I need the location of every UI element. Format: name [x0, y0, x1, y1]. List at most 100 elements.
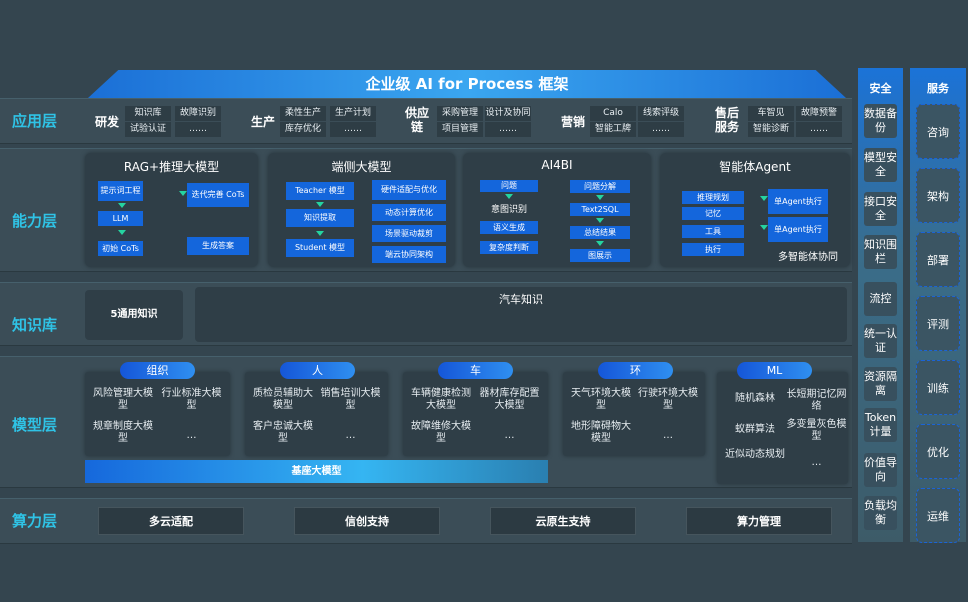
service-item[interactable]: 运维 — [916, 488, 960, 543]
capability-title: 端侧大模型 — [331, 160, 392, 174]
app-item[interactable]: …… — [175, 122, 221, 137]
app-item[interactable]: 项目管理 — [437, 122, 483, 137]
capability-box: 单Agent执行 — [768, 217, 828, 242]
app-group-label: 研发 — [94, 115, 119, 129]
capability-box: 硬件适配与优化 — [372, 180, 446, 200]
model-item: 质检员辅助大模型 — [253, 388, 313, 411]
model-panel — [85, 372, 230, 456]
app-item[interactable]: 试验认证 — [125, 122, 171, 137]
model-item: 行业标准大模型 — [161, 388, 222, 411]
capability-box: Teacher 模型 — [286, 182, 354, 200]
model-item: … — [504, 430, 515, 441]
security-item[interactable]: 知识围栏 — [864, 235, 897, 269]
capability-box: 执行 — [682, 243, 744, 256]
compute-item[interactable]: 算力管理 — [686, 507, 832, 535]
app-item[interactable]: 故障识别 — [175, 106, 221, 121]
service-item[interactable]: 部署 — [916, 232, 960, 287]
capability-panel: RAG+推理大模型 提示词工程 LLM 初始 CoTs 迭代完善 CoTs 生成答案 — [85, 153, 258, 267]
app-item[interactable]: 库存优化 — [280, 122, 326, 137]
capability-panel: 端侧大模型 Teacher 模型 知识提取 Student 模型 硬件适配与优化 动态计算… — [268, 153, 455, 267]
app-item[interactable]: …… — [796, 122, 842, 137]
app-item[interactable]: …… — [638, 122, 684, 137]
model-item: 地形障碍物大模型 — [571, 421, 631, 444]
capability-box: 端云协同架构 — [372, 246, 446, 263]
security-item[interactable]: 价值导向 — [864, 453, 897, 487]
security-item[interactable]: 负载均衡 — [864, 496, 897, 530]
service-item[interactable]: 架构 — [916, 168, 960, 223]
capability-box: 生成答案 — [187, 237, 249, 255]
service-item[interactable]: 训练 — [916, 360, 960, 415]
app-item[interactable]: …… — [330, 122, 376, 137]
security-item[interactable]: 统一认证 — [864, 324, 897, 358]
general-knowledge-box: 5通用知识 — [85, 290, 183, 340]
auto-knowledge-panel: 汽车知识 — [195, 287, 847, 342]
model-item: 器材库存配置大模型 — [479, 388, 540, 411]
base-model-bar: 基座大模型 — [85, 460, 548, 483]
compute-item[interactable]: 云原生支持 — [490, 507, 636, 535]
flow-arrow-icon — [179, 191, 187, 196]
layer-label-model: 模型层 — [12, 416, 58, 434]
capability-box: 总结结果 — [570, 226, 630, 239]
service-item[interactable]: 优化 — [916, 424, 960, 479]
security-item[interactable]: 资源隔离 — [864, 367, 897, 401]
flow-arrow-icon — [316, 202, 324, 207]
security-item[interactable]: 模型安全 — [864, 148, 897, 182]
app-item[interactable]: 采购管理 — [437, 106, 483, 121]
app-item[interactable]: 智能工牌 — [590, 122, 636, 137]
capability-box: 提示词工程 — [98, 181, 143, 201]
app-item[interactable]: …… — [485, 122, 531, 137]
model-item: 风险管理大模型 — [93, 388, 153, 411]
capability-note: 多智能体协同 — [778, 252, 838, 263]
app-item[interactable]: 故障预警 — [796, 106, 842, 121]
model-panel — [563, 372, 705, 456]
model-item: 车辆健康检测大模型 — [411, 388, 471, 411]
model-item: 近似动态规划 — [725, 449, 785, 460]
app-item[interactable]: 线索评级 — [638, 106, 684, 121]
app-item[interactable]: 知识库 — [125, 106, 171, 121]
model-panel — [245, 372, 388, 456]
capability-box: 复杂度判断 — [480, 241, 538, 254]
security-item[interactable]: 流控 — [864, 282, 897, 316]
compute-item[interactable]: 信创支持 — [294, 507, 440, 535]
flow-arrow-icon — [505, 194, 513, 199]
security-item[interactable]: 接口安全 — [864, 192, 897, 226]
framework-title: 企业级 AI for Process 框架 — [88, 70, 846, 98]
capability-box: 迭代完善 CoTs — [187, 183, 249, 207]
capability-box: 初始 CoTs — [98, 241, 143, 256]
app-item[interactable]: 智能诊断 — [748, 122, 794, 137]
capability-box: 图展示 — [570, 249, 630, 262]
capability-box: 单Agent执行 — [768, 189, 828, 214]
layer-label-capability: 能力层 — [12, 212, 58, 230]
security-item[interactable]: Token计量 — [864, 408, 897, 442]
app-item[interactable]: 柔性生产 — [280, 106, 326, 121]
model-item: … — [186, 430, 197, 441]
security-item[interactable]: 数据备份 — [864, 104, 897, 138]
app-item[interactable]: Calo — [590, 106, 636, 121]
capability-box: Student 模型 — [286, 239, 354, 257]
model-item: 蚁群算法 — [735, 424, 775, 435]
capability-box: 记忆 — [682, 207, 744, 220]
model-item: 客户忠诚大模型 — [253, 421, 313, 444]
flow-arrow-icon — [596, 218, 604, 223]
model-item: 故障维修大模型 — [411, 421, 471, 444]
flow-arrow-icon — [760, 225, 768, 230]
app-item[interactable]: 车智见 — [748, 106, 794, 121]
app-item[interactable]: 生产计划 — [330, 106, 376, 121]
service-column: 服务 咨询 架构 部署 评测 训练 优化 运维 — [910, 68, 966, 543]
security-title: 安全 — [869, 82, 892, 95]
app-item[interactable]: 设计及协同 — [485, 106, 531, 121]
model-item: 天气环境大模型 — [571, 388, 631, 411]
capability-note: 意图识别 — [490, 205, 527, 215]
compute-item[interactable]: 多云适配 — [98, 507, 244, 535]
model-item: … — [811, 457, 822, 468]
model-category-pill: 环 — [598, 362, 673, 379]
service-item[interactable]: 咨询 — [916, 104, 960, 159]
flow-arrow-icon — [118, 230, 126, 235]
layer-label-compute: 算力层 — [12, 512, 58, 530]
flow-arrow-icon — [760, 196, 768, 201]
service-item[interactable]: 评测 — [916, 296, 960, 351]
flow-arrow-icon — [596, 241, 604, 246]
capability-box: 问题 — [480, 180, 538, 192]
capability-box: 推理规划 — [682, 191, 744, 204]
flow-arrow-icon — [316, 231, 324, 236]
